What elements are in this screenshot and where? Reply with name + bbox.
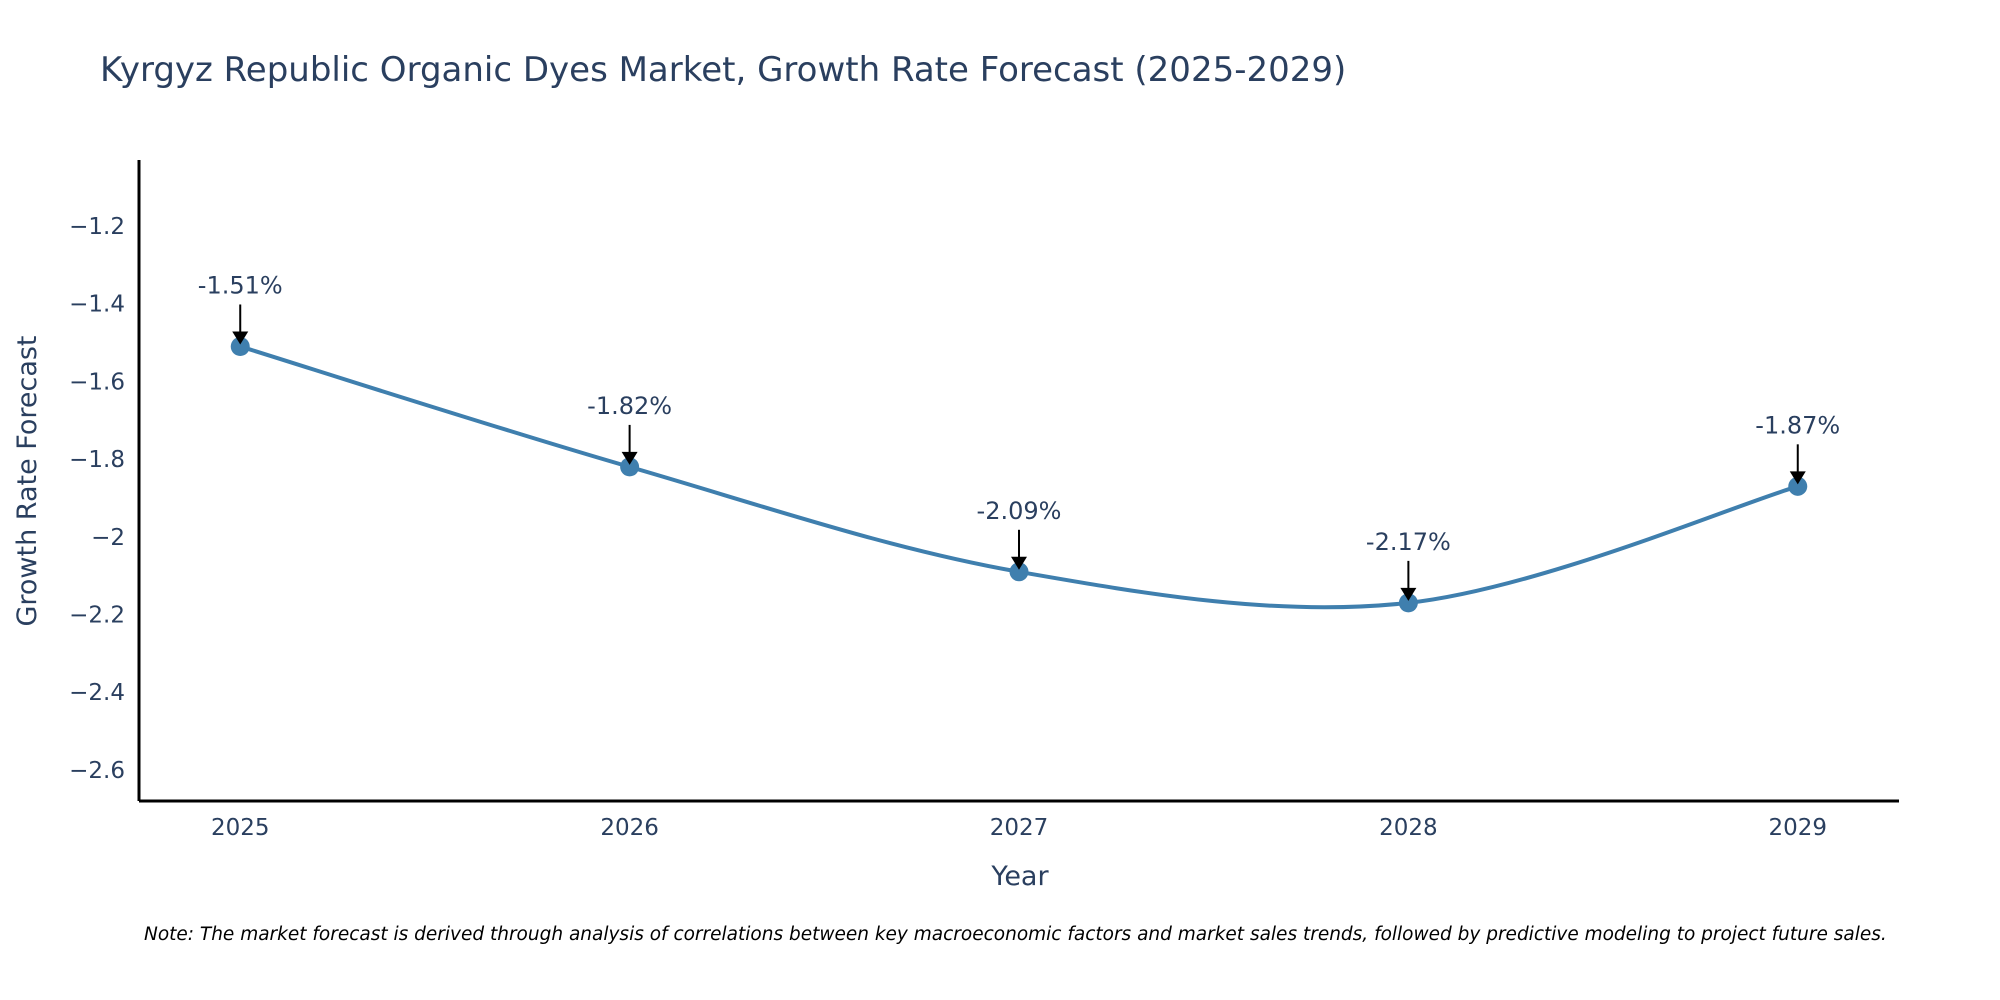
- x-axis-ticks: 2025 2026 2027 2028 2029: [211, 815, 1827, 841]
- footnote: Note: The market forecast is derived thr…: [144, 924, 1887, 945]
- data-point: [1398, 593, 1418, 613]
- annotation-arrow-head: [1789, 471, 1806, 485]
- data-point: [1009, 562, 1029, 582]
- y-tick-label: −1.2: [69, 214, 125, 240]
- annotation-arrow-head: [1011, 556, 1027, 570]
- y-tick-label: −2.6: [69, 758, 125, 784]
- annotation-arrow-head: [621, 451, 638, 465]
- y-tick-label: −1.4: [69, 292, 125, 318]
- data-label: -1.51%: [198, 271, 283, 299]
- data-label: -2.17%: [1366, 528, 1451, 556]
- data-label: -1.87%: [1755, 411, 1840, 439]
- y-tick-label: −2.4: [69, 680, 125, 706]
- y-tick-label: −2.2: [69, 603, 125, 629]
- data-label: -2.09%: [977, 497, 1062, 525]
- data-point: [620, 457, 640, 477]
- y-axis-ticks: −1.2 −1.4 −1.6 −1.8 −2 −2.2 −2.4 −2.6: [69, 214, 125, 784]
- x-tick-label: 2026: [600, 815, 659, 841]
- y-axis-title: Growth Rate Forecast: [12, 335, 43, 626]
- annotation-arrow-head: [232, 331, 249, 345]
- x-tick-label: 2027: [990, 815, 1049, 841]
- x-tick-label: 2028: [1379, 815, 1438, 841]
- data-point: [230, 336, 250, 356]
- y-tick-label: −1.8: [69, 447, 125, 473]
- y-tick-label: −2: [91, 525, 125, 551]
- x-tick-label: 2029: [1768, 815, 1827, 841]
- data-markers: [230, 336, 1808, 613]
- y-tick-label: −1.6: [69, 369, 125, 395]
- chart-title: Kyrgyz Republic Organic Dyes Market, Gro…: [100, 50, 1346, 90]
- data-annotations: -1.51% -1.82% -2.09% -2.17% -1.87%: [198, 271, 1840, 601]
- x-tick-label: 2025: [211, 815, 270, 841]
- data-label: -1.82%: [587, 392, 672, 420]
- x-axis-title: Year: [990, 861, 1049, 892]
- annotation-arrow-head: [1400, 587, 1417, 601]
- data-point: [1788, 476, 1808, 496]
